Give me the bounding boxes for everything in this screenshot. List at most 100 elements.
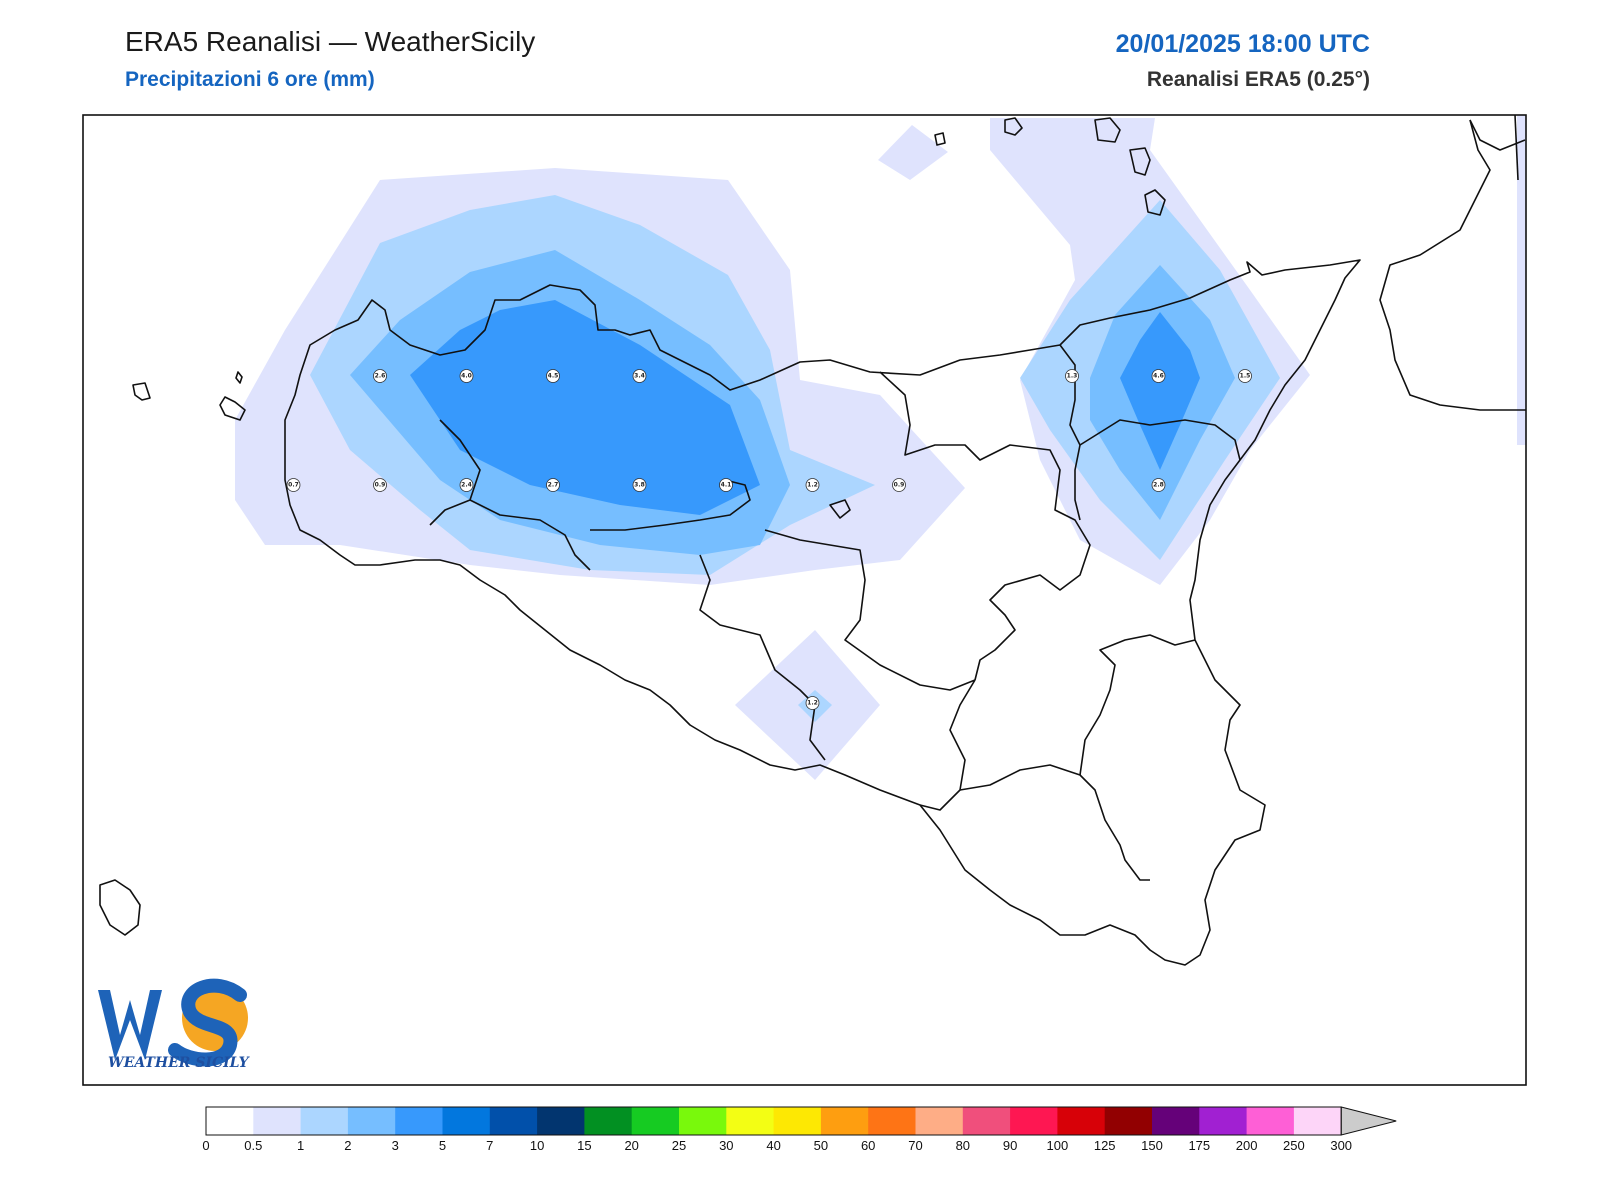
value-label: 2.6 xyxy=(375,373,386,380)
value-label: 4.6 xyxy=(1153,373,1164,380)
colorbar-swatch xyxy=(1199,1107,1248,1135)
value-marker xyxy=(1151,369,1166,383)
colorbar-swatch xyxy=(679,1107,727,1135)
colorbar-tick-label: 60 xyxy=(861,1138,875,1153)
colorbar-tick-label: 250 xyxy=(1283,1138,1305,1153)
colorbar-tick-label: 10 xyxy=(530,1138,544,1153)
value-marker xyxy=(373,478,387,492)
colorbar-tick-label: 3 xyxy=(392,1138,399,1153)
colorbar-tick-label: 80 xyxy=(956,1138,970,1153)
colorbar-tick-label: 0.5 xyxy=(244,1138,262,1153)
precip-area-3 xyxy=(410,300,760,515)
colorbar-swatch xyxy=(868,1107,916,1135)
colorbar-swatch xyxy=(347,1107,396,1135)
colorbar-swatch xyxy=(300,1107,349,1135)
value-label: 1.2 xyxy=(807,482,818,489)
value-marker xyxy=(1238,369,1252,383)
colorbar-swatch xyxy=(726,1107,775,1135)
colorbar-swatch xyxy=(820,1107,869,1135)
map-frame-bg xyxy=(83,115,1526,1085)
colorbar-swatch xyxy=(584,1107,633,1135)
value-label: 4.0 xyxy=(461,373,472,380)
value-marker xyxy=(546,478,560,492)
value-marker xyxy=(632,478,647,492)
colorbar-tick-label: 300 xyxy=(1330,1138,1352,1153)
logo-s-shape xyxy=(168,978,247,1067)
value-label: 2.4 xyxy=(461,482,472,489)
value-marker xyxy=(1065,369,1079,383)
value-label: 4.5 xyxy=(548,373,559,380)
colorbar-tick-label: 150 xyxy=(1141,1138,1163,1153)
precip-area-3-east xyxy=(1120,312,1200,470)
value-marker xyxy=(892,478,906,492)
colorbar-swatch xyxy=(631,1107,680,1135)
colorbar-swatch xyxy=(1152,1107,1200,1135)
map-title: ERA5 Reanalisi — WeatherSicily xyxy=(125,26,536,57)
value-label: 3.8 xyxy=(634,482,645,489)
colorbar-tick-label: 7 xyxy=(486,1138,493,1153)
value-label: 3.4 xyxy=(634,373,645,380)
colorbar-tick-label: 70 xyxy=(908,1138,922,1153)
value-marker xyxy=(373,369,387,383)
value-marker xyxy=(459,369,474,383)
colorbar-tick-label: 20 xyxy=(624,1138,638,1153)
colorbar-tick-label: 200 xyxy=(1236,1138,1258,1153)
colorbar-border xyxy=(205,1106,1342,1136)
coastline xyxy=(99,115,1526,966)
colorbar-tick-label: 15 xyxy=(577,1138,591,1153)
value-marker xyxy=(286,478,301,492)
grid-value-labels: 2.6 4.0 4.5 3.4 1.3 4.6 1.5 0.7 0.9 2.4 2.7 3.8 4.1 1… xyxy=(286,369,1252,710)
colorbar-swatch xyxy=(253,1107,302,1135)
value-label: 1.3 xyxy=(1067,373,1078,380)
colorbar-swatch xyxy=(537,1107,585,1135)
value-marker xyxy=(459,478,474,492)
value-label: 2.7 xyxy=(548,482,559,489)
value-marker xyxy=(805,696,820,710)
colorbar-tick-label: 5 xyxy=(439,1138,446,1153)
colorbar-swatch xyxy=(1246,1107,1295,1135)
precipitation-field xyxy=(99,115,1526,966)
colorbar-extend-arrow xyxy=(1340,1106,1397,1136)
colorbar-tick-label: 40 xyxy=(766,1138,780,1153)
precip-area-0.5-ne-small xyxy=(878,125,948,180)
colorbar-tick-label: 175 xyxy=(1188,1138,1210,1153)
value-marker xyxy=(632,369,647,383)
colorbar-swatch xyxy=(489,1107,538,1135)
value-label: 1.2 xyxy=(807,700,818,707)
colorbar-swatch xyxy=(1010,1107,1058,1135)
logo-text: WEATHER SICILY xyxy=(108,1055,251,1071)
value-label: 2.8 xyxy=(1153,482,1164,489)
colorbar-tick-label: 25 xyxy=(672,1138,686,1153)
value-label: 0.9 xyxy=(375,482,386,489)
colorbar-swatch xyxy=(962,1107,1011,1135)
map-subtitle: Precipitazioni 6 ore (mm) xyxy=(125,68,375,91)
colorbar-tick-label: 50 xyxy=(814,1138,828,1153)
value-marker xyxy=(719,478,733,492)
value-label: 4.1 xyxy=(721,482,732,489)
colorbar-tick-label: 0 xyxy=(202,1138,209,1153)
logo-w-shape xyxy=(98,990,162,1060)
map-frame xyxy=(82,114,1527,1086)
colorbar-swatch xyxy=(1293,1107,1342,1135)
colorbar-swatch xyxy=(915,1107,964,1135)
colorbar-swatch xyxy=(395,1107,443,1135)
colorbar-tick-label: 2 xyxy=(344,1138,351,1153)
value-label: 1.5 xyxy=(1240,373,1251,380)
colorbar-swatch xyxy=(1057,1107,1106,1135)
colorbar-swatch xyxy=(773,1107,822,1135)
value-marker xyxy=(546,369,560,383)
colorbar-tick-label: 30 xyxy=(719,1138,733,1153)
colorbar: 0 0.5 1 2 3 5 7 10 15 20 25 30 40 50 60 70 80 90 100 125 150… xyxy=(202,1106,1397,1153)
value-label: 0.7 xyxy=(288,482,299,489)
colorbar-swatch xyxy=(206,1107,254,1135)
colorbar-swatch xyxy=(1104,1107,1153,1135)
value-label: 0.9 xyxy=(894,482,905,489)
colorbar-tick-label: 90 xyxy=(1003,1138,1017,1153)
precip-area-edge xyxy=(1517,115,1526,445)
colorbar-swatch xyxy=(442,1107,491,1135)
colorbar-tick-label: 100 xyxy=(1047,1138,1069,1153)
colorbar-tick-label: 1 xyxy=(297,1138,304,1153)
value-marker xyxy=(1151,478,1166,492)
colorbar-tick-label: 125 xyxy=(1094,1138,1116,1153)
